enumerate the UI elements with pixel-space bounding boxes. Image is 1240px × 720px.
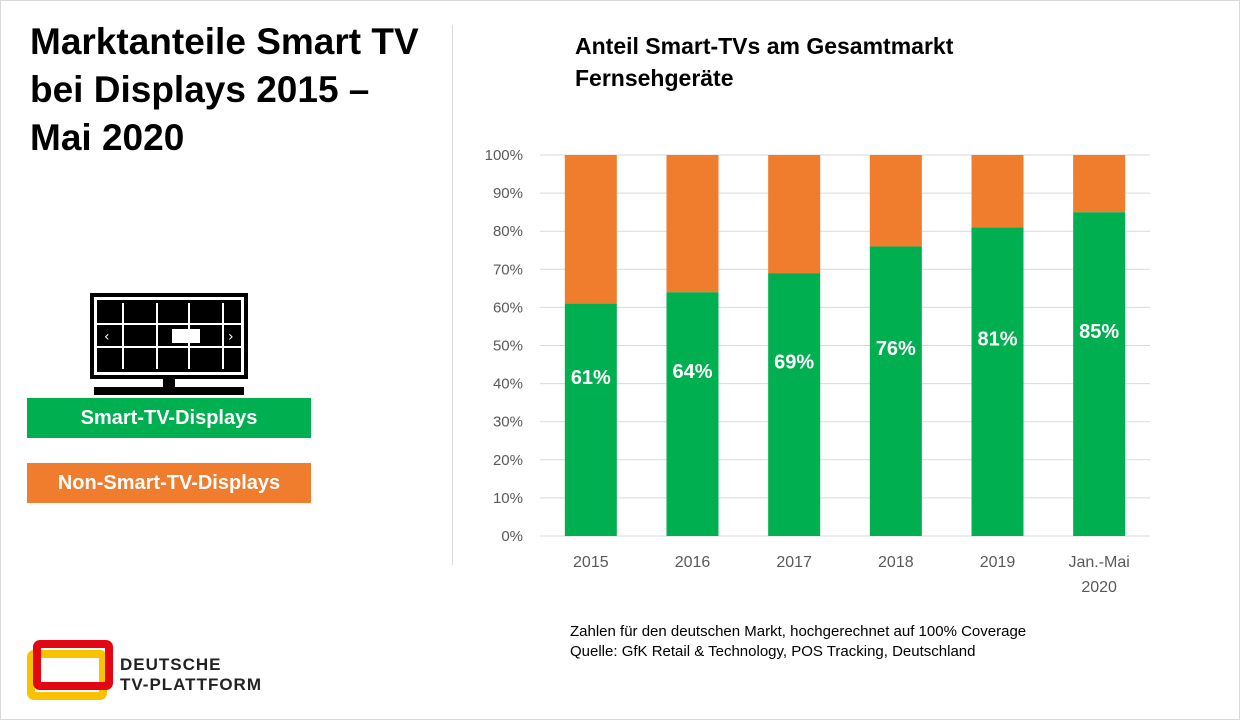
bar-smart <box>564 303 617 536</box>
page-title: Marktanteile Smart TV bei Displays 2015 … <box>30 21 419 158</box>
y-tick-label: 30% <box>493 414 523 431</box>
logo-line-1: DEUTSCHE <box>120 655 222 674</box>
legend-smart-tv: Smart-TV-Displays <box>27 398 311 438</box>
y-tick-label: 60% <box>493 299 523 316</box>
bar-nonsmart <box>666 155 719 293</box>
data-label: 61% <box>571 367 611 389</box>
svg-text:‹: ‹ <box>104 329 110 345</box>
x-tick-label: 2016 <box>675 554 711 571</box>
x-tick-label: 2017 <box>776 554 812 571</box>
logo-line-2: TV-PLATTFORM <box>120 675 262 694</box>
bar-smart <box>971 227 1024 536</box>
bar-nonsmart <box>1073 155 1126 213</box>
y-tick-label: 0% <box>501 528 523 545</box>
data-label: 64% <box>672 361 712 383</box>
footnote: Zahlen für den deutschen Markt, hochgere… <box>570 622 1026 662</box>
bar-nonsmart <box>564 155 617 304</box>
data-label: 76% <box>876 338 916 360</box>
y-tick-label: 80% <box>493 223 523 240</box>
y-tick-label: 20% <box>493 452 523 469</box>
footnote-line-1: Zahlen für den deutschen Markt, hochgere… <box>570 623 1027 640</box>
y-tick-label: 40% <box>493 376 523 393</box>
bar-nonsmart <box>869 155 922 247</box>
bar-smart <box>869 246 922 536</box>
x-tick-label: 2019 <box>980 554 1016 571</box>
svg-text:›: › <box>228 329 234 345</box>
x-tick-label: Jan.-Mai <box>1068 554 1129 571</box>
footnote-line-2: Quelle: GfK Retail & Technology, POS Tra… <box>570 643 976 660</box>
bar-smart <box>768 273 821 536</box>
legend-non-smart-tv: Non-Smart-TV-Displays <box>27 463 311 503</box>
bar-smart <box>666 292 719 536</box>
y-tick-label: 70% <box>493 261 523 278</box>
y-tick-label: 10% <box>493 490 523 507</box>
deutsche-tv-plattform-logo <box>27 640 113 700</box>
y-tick-label: 100% <box>485 147 523 164</box>
logo-text: DEUTSCHE TV-PLATTFORM <box>120 655 262 695</box>
data-label: 69% <box>774 352 814 374</box>
stacked-bar-chart: 0% 10% 20% 30% 40% 50% 60% 70% 80% 90% 100% 61% 2015… <box>485 147 1150 596</box>
bar-smart <box>1073 212 1126 536</box>
data-label: 81% <box>977 329 1017 351</box>
chart-title: Anteil Smart-TVs am Gesamtmarkt Fernsehg… <box>575 33 954 91</box>
legend-nonsmart-label: Non-Smart-TV-Displays <box>57 471 281 494</box>
smart-tv-icon: ‹ › <box>90 293 248 395</box>
y-tick-label: 50% <box>493 338 523 355</box>
x-tick-label: 2020 <box>1081 579 1117 596</box>
x-tick-label: 2015 <box>573 554 609 571</box>
divider <box>452 25 453 565</box>
bar-nonsmart <box>768 155 821 274</box>
y-tick-label: 90% <box>493 185 523 202</box>
data-label: 85% <box>1079 321 1119 343</box>
legend-smart-label: Smart-TV-Displays <box>80 406 258 429</box>
x-tick-label: 2018 <box>878 554 914 571</box>
bar-nonsmart <box>971 155 1024 228</box>
